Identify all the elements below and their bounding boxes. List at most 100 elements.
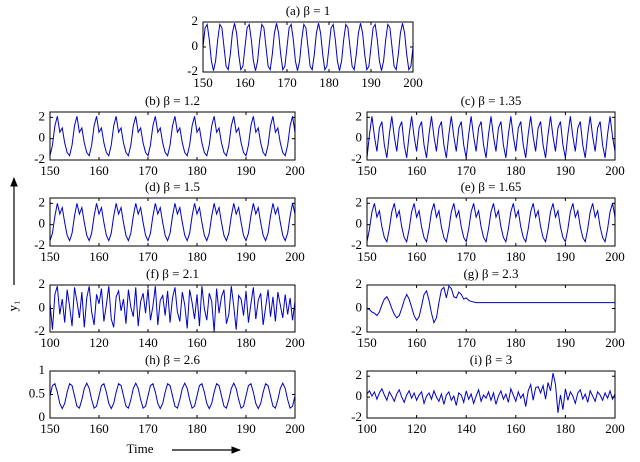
x-tick-label: 150: [40, 249, 60, 264]
y-tick-label: -2: [351, 151, 362, 166]
data-line: [367, 116, 615, 158]
y-tick-label: -2: [351, 237, 362, 252]
x-tick-label: 190: [361, 75, 381, 90]
x-tick-label: 180: [236, 335, 256, 350]
x-tick-label: 150: [357, 163, 377, 178]
data-line: [50, 382, 295, 410]
axes-frame: [366, 197, 616, 247]
panel: (a) β = 1 150 160 170 180 190 200 -2 0 2: [187, 3, 423, 90]
y-tick-label: -2: [351, 323, 362, 338]
y-tick-label: 0: [192, 38, 199, 53]
x-tick-label: 170: [138, 163, 158, 178]
plot-area: [367, 372, 615, 413]
x-tick-label: 180: [319, 75, 339, 90]
panel-title: (g) β = 2.3: [463, 266, 518, 281]
x-tick-label: 160: [89, 249, 109, 264]
y-tick-label: -2: [351, 409, 362, 424]
x-tick-label: 150: [40, 421, 60, 436]
axes-frame: [366, 111, 616, 161]
panel-title: (h) β = 2.6: [145, 352, 201, 367]
x-tick-label: 180: [187, 421, 207, 436]
x-tick-label: 170: [456, 335, 476, 350]
x-tick-label: 150: [357, 249, 377, 264]
x-tick-label: 190: [236, 163, 256, 178]
x-tick-label: 170: [456, 249, 476, 264]
axes-frame: [366, 370, 616, 419]
x-axis-label: Time: [127, 441, 154, 456]
y-tick-label: -2: [34, 151, 45, 166]
x-tick-label: 180: [506, 163, 526, 178]
x-tick-label: 160: [407, 335, 427, 350]
panel-title: (e) β = 1.65: [461, 179, 522, 194]
x-tick-label: 170: [456, 163, 476, 178]
x-tick-label: 200: [605, 249, 625, 264]
data-line: [50, 203, 295, 243]
y-tick-label: 2: [356, 194, 363, 209]
y-tick-label: 1: [39, 362, 46, 377]
x-tick-label: 200: [403, 75, 423, 90]
panel-title: (d) β = 1.5: [145, 179, 200, 194]
axes-frame: [49, 197, 296, 247]
x-tick-label: 150: [40, 163, 60, 178]
x-tick-label: 150: [357, 335, 377, 350]
panel-title: (a) β = 1: [286, 3, 331, 18]
x-tick-label: 180: [506, 249, 526, 264]
x-tick-label: 200: [605, 421, 625, 436]
plot-area: [50, 116, 295, 157]
panel-title: (c) β = 1.35: [461, 93, 522, 108]
plot-area: [50, 286, 295, 332]
data-line: [203, 22, 413, 72]
y-tick-label: 2: [356, 108, 363, 123]
axes-frame: [366, 284, 616, 333]
plot-area: [50, 382, 295, 410]
x-tick-label: 200: [285, 335, 305, 350]
x-tick-label: 190: [236, 249, 256, 264]
plot-area: [367, 203, 615, 244]
y-tick-label: 2: [356, 276, 363, 291]
y-tick-label: 0.5: [29, 385, 45, 400]
plot-area: [50, 203, 295, 243]
axes-frame: [49, 284, 296, 333]
y-tick-label: 2: [39, 194, 46, 209]
y-tick-label: -2: [34, 237, 45, 252]
x-tick-label: 100: [40, 335, 60, 350]
x-tick-label: 160: [407, 163, 427, 178]
panel: (h) β = 2.6 150 160 170 180 190 200 0 0.5 1: [29, 352, 305, 436]
data-line: [50, 116, 295, 157]
x-tick-label: 170: [138, 249, 158, 264]
plot-area: [367, 116, 615, 158]
data-line: [367, 285, 615, 324]
x-tick-label: 200: [285, 249, 305, 264]
panel: (d) β = 1.5 150 160 170 180 190 200 -2 0 2: [34, 179, 305, 264]
x-tick-label: 200: [285, 421, 305, 436]
panel: (g) β = 2.3 150 160 170 180 190 200 -2 0 2: [351, 266, 625, 350]
x-tick-label: 190: [556, 335, 576, 350]
axes-frame: [49, 111, 296, 161]
x-tick-label: 160: [235, 75, 255, 90]
y-tick-label: 2: [192, 13, 199, 28]
plot-area: [367, 285, 615, 324]
x-tick-label: 200: [285, 163, 305, 178]
x-tick-label: 170: [138, 421, 158, 436]
panel: (i) β = 3 100 120 140 160 180 200 -2 0 2: [351, 352, 625, 436]
data-line: [50, 286, 295, 332]
x-tick-label: 150: [193, 75, 213, 90]
panel: (c) β = 1.35 150 160 170 180 190 200 -2 0 2: [351, 93, 625, 178]
x-tick-label: 160: [89, 421, 109, 436]
x-tick-label: 160: [187, 335, 207, 350]
y-tick-label: 0: [39, 409, 46, 424]
y-tick-label: -2: [187, 63, 198, 78]
x-tick-label: 180: [187, 163, 207, 178]
y-tick-label: 2: [39, 108, 46, 123]
x-tick-label: 160: [506, 421, 526, 436]
y-tick-label: 0: [39, 299, 46, 314]
y-tick-label: -2: [34, 323, 45, 338]
x-tick-label: 160: [407, 249, 427, 264]
x-tick-label: 180: [506, 335, 526, 350]
x-tick-label: 200: [605, 163, 625, 178]
y-tick-label: 0: [356, 130, 363, 145]
x-tick-label: 190: [556, 163, 576, 178]
y-tick-label: 2: [356, 367, 363, 382]
data-line: [367, 372, 615, 413]
